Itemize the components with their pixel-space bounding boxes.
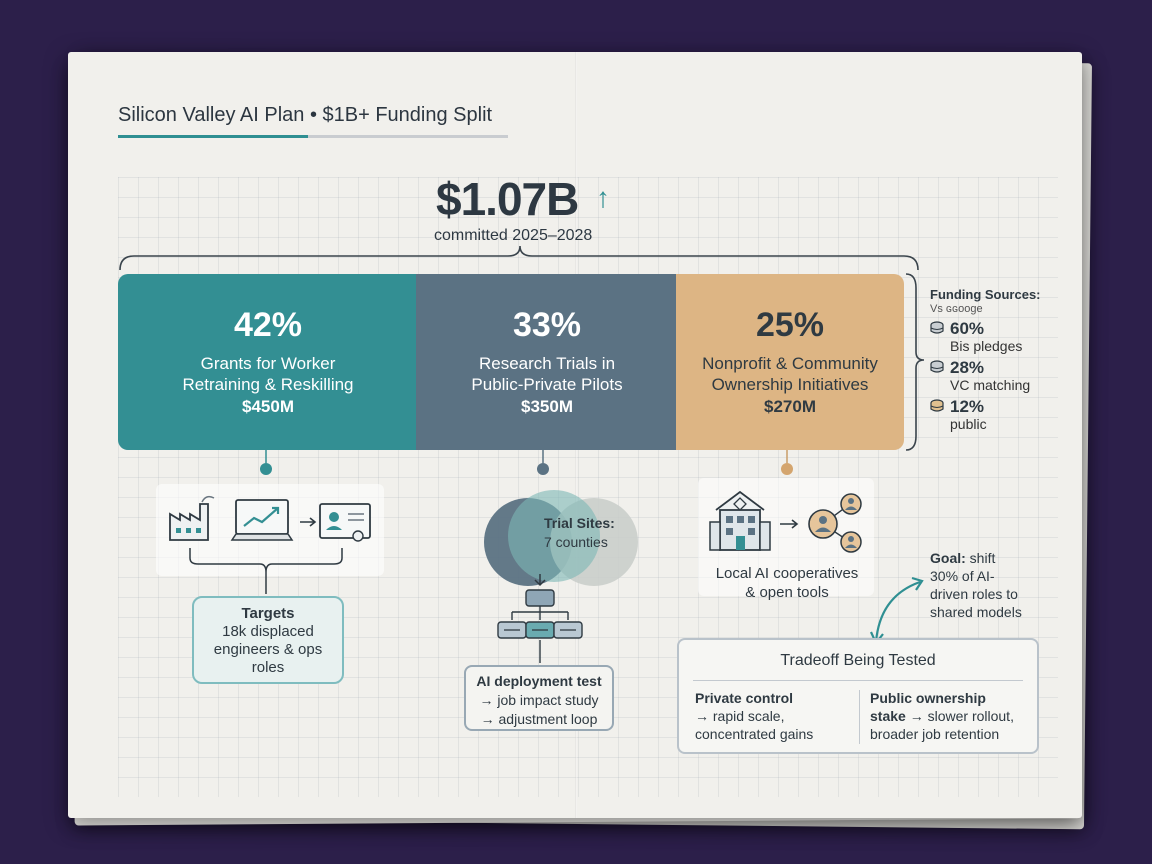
community-building-icon [709,490,771,551]
funding-source-label: public [950,416,987,432]
funding-sources-subheading: Vs ɢɢooge [930,303,983,315]
node-dot-teal [260,463,272,475]
goal-arrowhead-top [911,576,924,591]
tradeoff-private-column: Private control → rapid scale, concentra… [695,689,855,743]
deployment-test-line1: → job impact study [479,692,599,708]
allocation-percent: 42% [233,306,303,344]
arrow-right-icon [300,517,317,527]
allocation-amount: $450M [242,397,294,416]
node-dot-tan [781,463,793,475]
funding-sources: Funding Sources: Vs ɢɢooge 60% Bis pledg… [930,287,1080,432]
goal-line3: driven roles to [930,586,1018,602]
tradeoff-divider [693,680,1023,681]
goal-line2: 30% of AI- [930,568,995,584]
infographic-sheet: Silicon Valley AI Plan • $1B+ Funding Sp… [68,52,1082,818]
arrow-down-icon [534,574,546,587]
tradeoff-public-title: Public ownership [870,690,986,706]
targets-line1: 18k displaced [222,623,314,640]
goal-curved-arrow [874,580,921,643]
tradeoff-private-line2: concentrated gains [695,726,814,742]
deployment-test-line2: → adjustment loop [480,711,598,727]
allocation-label-line1: Grants for Worker [200,354,336,373]
allocation-amount: $350M [521,397,573,416]
goal-label: Goal: [930,550,966,566]
targets-label: Targets [241,605,295,622]
flowchart-icon [497,589,583,639]
total-brace [119,245,919,271]
deployment-test-heading: AI deployment test [476,673,602,689]
page-title: Silicon Valley AI Plan • $1B+ Funding Sp… [118,104,493,126]
allocation-block-community: 25% Nonprofit & Community Ownership Init… [676,274,904,450]
targets-line3: roles [251,659,285,676]
laptop-chart-icon [230,499,294,541]
allocation-label-line2: Retraining & Reskilling [182,375,354,394]
venn-circle-overlap [508,490,600,582]
total-amount: $1.07B [436,173,579,225]
allocation-block-retraining: 42% Grants for Worker Retraining & Reski… [118,274,418,450]
trial-sites-value: 7 counties [544,534,608,550]
coins-icon [930,360,944,373]
deployment-test-callout: AI deployment test → job impact study → … [464,665,614,731]
funding-sources-heading: Funding Sources: [930,287,1041,302]
funding-source-item: 12% public [930,397,1080,432]
allocation-amount: $270M [764,397,816,416]
allocation-label-line2: Public-Private Pilots [471,375,623,394]
tradeoff-column-divider [859,690,860,744]
goal-note: Goal: shift 30% of AI- driven roles to s… [930,549,1060,621]
funding-source-item: 28% VC matching [930,358,1080,393]
total-amount-group: $1.07B ↑ [436,172,636,226]
funding-source-percent: 28% [950,358,985,377]
arrow-right-icon-2 [780,519,799,529]
goal-line1: shift [969,550,996,566]
allocation-percent: 33% [512,306,582,344]
targets-callout: Targets 18k displaced engineers & ops ro… [192,596,344,684]
connector-lines [119,245,925,663]
cooperatives-label: Local AI cooperatives & open tools [704,564,870,602]
funding-source-item: 60% Bis pledges [930,319,1080,354]
tradeoff-private-line1: → rapid scale, [695,708,785,724]
goal-line4: shared models [930,604,1022,620]
allocation-label-line1: Nonprofit & Community [702,354,878,373]
title-underline [118,135,508,138]
arrow-up-icon: ↑ [596,182,610,213]
cooperatives-line1: Local AI cooperatives [715,565,859,582]
factory-icon [169,495,215,541]
total-period: committed 2025–2028 [434,227,593,244]
tradeoff-heading: Tradeoff Being Tested [780,652,936,669]
allocation-label-line2: Ownership Initiatives [711,375,869,394]
node-dot-slate [537,463,549,475]
network-people-icon [808,493,862,553]
tradeoff-public-column: Public ownership stake → slower rollout,… [870,689,1036,743]
tradeoff-public-line2: broader job retention [870,726,1000,742]
targets-line2: engineers & ops [213,641,323,658]
trial-sites-label: Trial Sites: 7 counties [544,514,615,552]
funding-source-label: VC matching [950,377,1031,393]
allocation-percent: 25% [755,306,825,344]
allocation-label-line1: Research Trials in [478,354,616,373]
tradeoff-panel: Tradeoff Being Tested Private control → … [677,638,1039,754]
trial-sites-heading: Trial Sites: [544,515,615,531]
funding-source-percent: 12% [950,397,985,416]
certificate-icon [319,503,371,542]
sources-brace [905,273,925,451]
tradeoff-public-line1: → slower rollout, [909,708,1014,724]
tradeoff-public-title2: stake [870,708,906,724]
cooperatives-line2: & open tools [745,584,829,601]
tradeoff-private-title: Private control [695,690,794,706]
title-underline-accent [118,135,308,138]
funding-source-label: Bis pledges [950,338,1023,354]
coins-icon [930,399,944,412]
funding-source-percent: 60% [950,319,985,338]
allocation-block-research: 33% Research Trials in Public-Private Pi… [416,274,678,450]
coins-icon [930,321,944,334]
